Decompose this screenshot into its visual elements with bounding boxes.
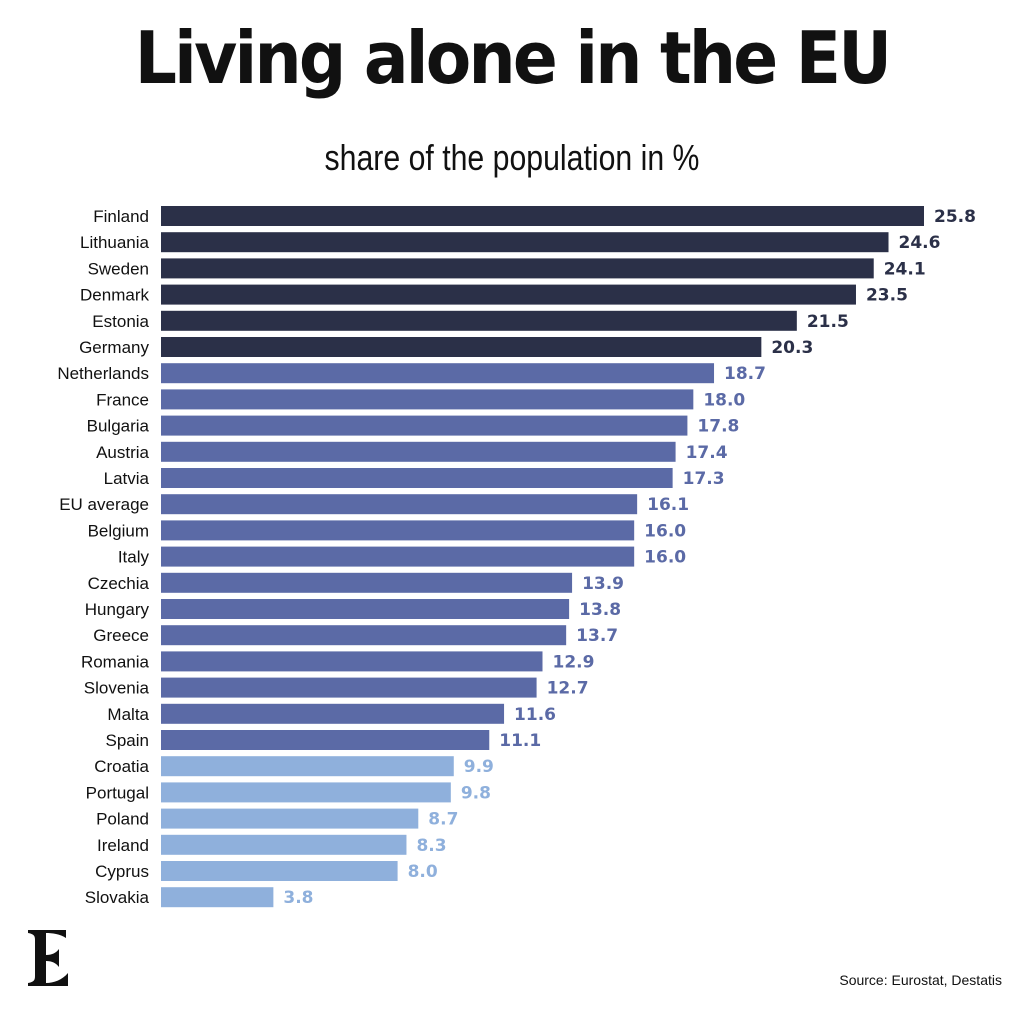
data-label: 13.7 — [576, 626, 618, 646]
category-label: Slovenia — [84, 679, 150, 698]
category-label: Netherlands — [57, 364, 149, 383]
bar — [161, 441, 676, 462]
data-label: 17.8 — [697, 417, 739, 437]
bar — [161, 389, 694, 410]
category-label: Cyprus — [95, 862, 149, 881]
category-label: Latvia — [104, 469, 150, 488]
data-label: 16.0 — [644, 548, 686, 568]
bar — [161, 625, 567, 646]
data-label: 11.1 — [499, 731, 541, 751]
category-label: Poland — [96, 810, 149, 829]
category-label: Greece — [93, 626, 149, 645]
data-label: 12.7 — [547, 679, 589, 699]
category-label: EU average — [59, 495, 149, 514]
bar — [161, 206, 924, 226]
data-label: 20.3 — [771, 338, 813, 358]
category-label: Italy — [118, 548, 150, 567]
category-label: Malta — [107, 705, 149, 724]
data-label: 24.1 — [884, 259, 926, 279]
bar — [161, 861, 398, 881]
data-label: 13.8 — [579, 600, 621, 620]
bars-layer: Finland 25.8 Lithuania 24.6 Sweden 24.1 Denmar… — [57, 206, 976, 908]
category-label: Portugal — [86, 783, 149, 802]
bar — [161, 284, 856, 305]
category-label: Slovakia — [85, 888, 150, 907]
data-label: 18.7 — [724, 364, 766, 384]
bar — [161, 572, 573, 593]
data-label: 13.9 — [582, 574, 624, 594]
category-label: Lithuania — [80, 233, 150, 252]
data-label: 25.8 — [934, 207, 976, 227]
bar — [161, 651, 543, 672]
source-note: Source: Eurostat, Destatis — [839, 972, 1002, 988]
category-label: Estonia — [92, 312, 149, 331]
data-label: 9.9 — [464, 757, 494, 777]
data-label: 24.6 — [899, 233, 941, 253]
category-label: Czechia — [88, 574, 150, 593]
bar — [161, 337, 762, 357]
category-label: Hungary — [85, 600, 150, 619]
bar — [161, 730, 490, 750]
data-label: 23.5 — [866, 286, 908, 306]
bar — [161, 677, 537, 698]
data-label: 21.5 — [807, 312, 849, 332]
bar — [161, 782, 451, 803]
bar — [161, 546, 635, 567]
data-label: 17.3 — [683, 469, 725, 489]
data-label: 3.8 — [283, 888, 313, 908]
data-label: 8.3 — [416, 836, 446, 856]
data-label: 8.7 — [428, 810, 458, 830]
category-label: France — [96, 390, 149, 409]
data-label: 8.0 — [408, 862, 438, 882]
bar — [161, 232, 889, 253]
category-label: Croatia — [94, 757, 149, 776]
bar — [161, 808, 419, 829]
category-label: Denmark — [80, 286, 149, 305]
bar — [161, 494, 638, 515]
category-label: Austria — [96, 443, 149, 462]
bar — [161, 834, 407, 855]
category-label: Germany — [79, 338, 149, 357]
category-label: Sweden — [88, 259, 149, 278]
category-label: Bulgaria — [87, 417, 150, 436]
data-label: 18.0 — [703, 390, 745, 410]
data-label: 9.8 — [461, 783, 491, 803]
bar — [161, 363, 715, 384]
data-label: 16.1 — [647, 495, 689, 515]
chart-subtitle: share of the population in % — [324, 137, 700, 178]
bar — [161, 310, 797, 331]
category-label: Romania — [81, 652, 150, 671]
data-label: 16.0 — [644, 521, 686, 541]
data-label: 12.9 — [553, 652, 595, 672]
bar — [161, 887, 274, 908]
data-label: 17.4 — [686, 443, 728, 463]
bar — [161, 599, 570, 619]
chart-title: Living alone in the EU — [134, 16, 892, 100]
data-label: 11.6 — [514, 705, 556, 725]
bar — [161, 258, 874, 279]
category-label: Finland — [93, 207, 149, 226]
category-label: Spain — [106, 731, 149, 750]
category-label: Belgium — [88, 521, 149, 540]
category-label: Ireland — [97, 836, 149, 855]
bar — [161, 415, 688, 436]
bar — [161, 756, 454, 777]
bar — [161, 520, 635, 541]
publisher-logo — [28, 930, 68, 986]
bar — [161, 468, 673, 488]
bar — [161, 703, 505, 724]
